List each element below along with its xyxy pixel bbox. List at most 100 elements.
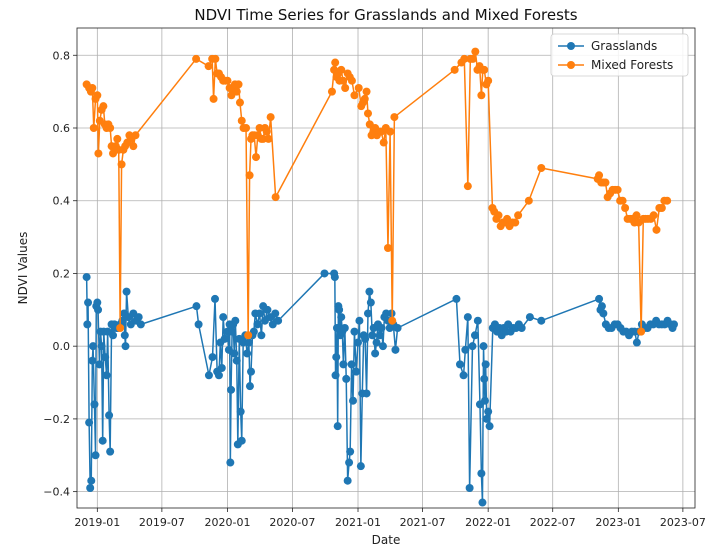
data-point <box>333 422 342 431</box>
data-point <box>363 309 372 318</box>
data-point <box>482 414 491 423</box>
data-point <box>209 94 218 103</box>
data-point <box>470 331 479 340</box>
y-tick-label: 0.6 <box>53 122 71 135</box>
data-point <box>332 353 341 362</box>
data-point <box>346 447 355 456</box>
data-point <box>83 320 92 329</box>
data-point <box>484 407 493 416</box>
data-point <box>597 302 606 311</box>
data-point <box>391 345 400 354</box>
data-point <box>613 185 622 194</box>
data-point <box>632 211 641 220</box>
data-point <box>194 320 203 329</box>
data-point <box>89 124 98 132</box>
data-point <box>255 309 264 318</box>
data-point <box>524 196 533 205</box>
data-point <box>477 469 486 478</box>
data-point <box>223 76 232 85</box>
data-point <box>271 309 280 318</box>
x-tick-label: 2021-07 <box>400 516 446 529</box>
data-point <box>220 334 229 343</box>
data-point <box>89 342 98 351</box>
data-point <box>460 54 469 63</box>
data-point <box>231 316 240 325</box>
data-point <box>663 196 672 205</box>
data-point <box>95 360 104 369</box>
data-point <box>274 316 283 325</box>
data-point <box>94 149 103 158</box>
data-point <box>211 54 220 63</box>
data-point <box>349 396 358 405</box>
data-point <box>134 313 143 322</box>
data-point <box>632 338 641 347</box>
data-point <box>230 349 239 358</box>
x-tick-label: 2020-01 <box>205 516 251 529</box>
data-point <box>468 342 477 351</box>
legend-box <box>550 33 689 77</box>
data-point <box>377 324 386 332</box>
data-point <box>337 65 346 74</box>
series-line <box>85 272 675 504</box>
data-point <box>362 87 371 96</box>
x-tick-label: 2020-07 <box>269 516 315 529</box>
data-point <box>264 134 273 143</box>
data-point <box>601 178 610 187</box>
data-point <box>525 313 534 322</box>
data-point <box>116 324 125 332</box>
data-point <box>234 80 243 89</box>
data-point <box>122 287 131 296</box>
data-point <box>456 360 464 369</box>
data-point <box>88 356 97 365</box>
data-point <box>494 211 503 220</box>
data-point <box>244 331 253 340</box>
data-point <box>479 342 488 351</box>
data-point <box>93 298 102 307</box>
data-point <box>192 54 201 63</box>
data-point <box>371 349 380 358</box>
x-tick-label: 2023-01 <box>595 516 641 529</box>
data-point <box>477 91 486 100</box>
data-point <box>637 327 646 336</box>
data-point <box>99 102 108 111</box>
y-tick-label: 0.8 <box>53 49 71 62</box>
data-point <box>350 91 359 100</box>
data-point <box>105 411 114 420</box>
data-point <box>88 84 97 92</box>
data-point <box>473 316 482 325</box>
data-point <box>388 316 397 325</box>
data-point <box>237 436 246 445</box>
data-point <box>595 171 604 180</box>
data-point <box>129 142 138 151</box>
x-axis-ticks: 2019-01 2019-07 2020-01 2020-07 2021-01 2021-… <box>74 508 706 529</box>
gridlines <box>77 28 695 508</box>
data-point <box>485 422 494 431</box>
data-point <box>204 371 213 380</box>
data-point <box>85 418 94 427</box>
data-point <box>90 400 99 409</box>
data-point <box>94 305 103 314</box>
data-point <box>243 349 252 358</box>
data-point <box>339 76 348 85</box>
x-tick-label: 2022-01 <box>465 516 511 529</box>
series-mixed-forests <box>82 47 672 340</box>
data-point <box>257 331 266 340</box>
data-point <box>245 382 254 391</box>
data-point <box>484 76 493 85</box>
data-point <box>621 204 630 212</box>
data-point <box>452 294 461 303</box>
data-point <box>463 313 472 322</box>
data-point <box>378 342 387 351</box>
data-point <box>390 113 399 122</box>
data-point <box>84 298 93 307</box>
data-point <box>117 160 126 169</box>
data-point <box>599 309 608 318</box>
data-point <box>465 484 474 492</box>
data-point <box>343 476 352 485</box>
data-point <box>214 371 223 380</box>
y-tick-label: 0.4 <box>53 195 71 208</box>
y-axis-label: NDVI Values <box>16 232 30 305</box>
data-point <box>342 374 351 383</box>
legend-marker <box>567 61 575 69</box>
data-point <box>232 356 241 365</box>
